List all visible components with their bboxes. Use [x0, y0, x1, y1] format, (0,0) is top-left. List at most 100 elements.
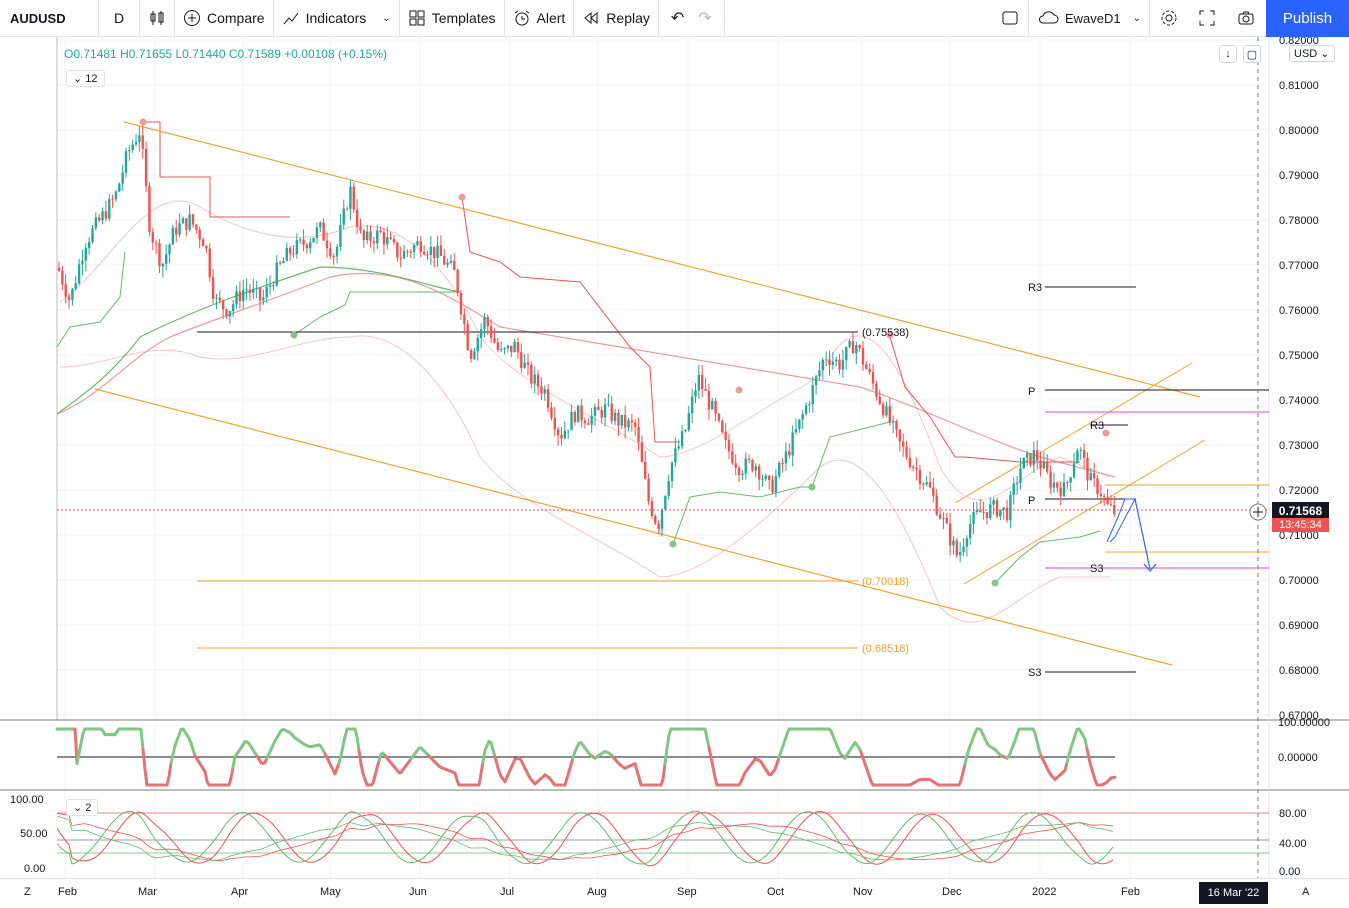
candle-body [902, 441, 905, 447]
time-axis[interactable]: Z Feb Mar Apr May Jun Jul Aug Sep Oct No… [0, 878, 1349, 908]
candle-body [500, 349, 503, 351]
stochastic-pane [56, 810, 1269, 867]
settings-button[interactable] [1150, 0, 1188, 37]
candle-body [396, 242, 399, 258]
auto-scale-button[interactable]: A [1302, 886, 1310, 898]
fullscreen-toggle[interactable] [992, 0, 1028, 37]
download-button[interactable]: ↓ [1219, 45, 1237, 63]
projection-arrow [1106, 498, 1157, 572]
candle-body [382, 232, 386, 245]
divider [139, 0, 140, 37]
undo-icon[interactable]: ↶ [670, 10, 685, 27]
price-tick: 0.78000 [1279, 215, 1319, 227]
symbol-search[interactable]: AUDUSD [10, 10, 66, 26]
candle-body [533, 374, 536, 384]
candle-body [881, 403, 885, 416]
candle-body [483, 317, 486, 330]
redo-icon[interactable]: ↷ [698, 10, 712, 27]
compare-label: Compare [207, 10, 265, 26]
maximize-pane-button[interactable]: ▢ [1243, 45, 1261, 63]
candle-body [851, 341, 855, 354]
chart-canvas[interactable]: 0.82000 0.81000 0.80000 0.79000 0.78000 0.770… [0, 37, 1349, 878]
candle-body [161, 263, 165, 267]
osc-segment [167, 761, 173, 779]
ohlc-legend: O0.71481 H0.71655 L0.71440 C0.71589 +0.0… [64, 47, 387, 61]
zoom-reset-button[interactable]: Z [24, 886, 31, 898]
candle-body [888, 406, 891, 423]
candle-body [623, 414, 627, 428]
candle-body [835, 359, 838, 362]
candle-body [865, 364, 868, 369]
candle-body [871, 371, 875, 384]
candle-body [453, 261, 456, 270]
candle-body [77, 264, 81, 284]
osc-segment [341, 735, 347, 748]
candle-body [1082, 450, 1086, 458]
candle-body [891, 420, 895, 423]
candle-body [275, 262, 278, 286]
candle-body [925, 482, 928, 485]
candle-body [972, 511, 975, 524]
candle-body [660, 509, 664, 529]
candle-body [754, 466, 757, 471]
alert-button[interactable]: Alert [505, 0, 574, 37]
price-tick: 0.69000 [1279, 620, 1319, 632]
pivot-r3-label: R3 [1028, 282, 1042, 294]
price-crosshair-button[interactable] [1249, 503, 1267, 521]
candle-body [982, 512, 985, 514]
candle-body [510, 345, 513, 353]
fib-high-label: (0.75538) [862, 327, 909, 339]
interval-button[interactable]: D [113, 10, 125, 26]
candle-body [81, 260, 84, 265]
stoch-collapse-toggle[interactable]: ⌄ 2 [66, 799, 99, 816]
snapshot-button[interactable] [1226, 0, 1266, 37]
price-axis[interactable]: 0.82000 0.81000 0.80000 0.79000 0.78000 0.770… [1279, 37, 1319, 722]
candle-body [302, 239, 305, 245]
expand-button[interactable] [1188, 0, 1226, 37]
layout-button[interactable]: EwaveD1 ⌄ [1029, 0, 1149, 37]
currency-label: USD [1294, 48, 1318, 60]
candle-body [221, 300, 225, 310]
time-label: Mar [138, 886, 157, 898]
candle-body [768, 475, 771, 481]
chevron-down-icon[interactable]: ⌄ [1132, 12, 1141, 24]
candle-body [252, 288, 255, 293]
candle-body [218, 297, 221, 301]
candle-body [1029, 453, 1032, 466]
candle-body [781, 463, 784, 465]
candle-body [811, 385, 814, 405]
candle-body [657, 523, 660, 529]
indicators-collapse-toggle[interactable]: ⌄ 12 [66, 70, 105, 87]
chart-type-button[interactable] [140, 0, 174, 37]
compare-button[interactable]: Compare [175, 0, 273, 37]
indicators-button[interactable]: Indicators ⌄ [274, 0, 399, 37]
candle-body [761, 479, 764, 481]
stoch-tick: 80.00 [1279, 808, 1307, 820]
candle-body [282, 260, 285, 264]
candle-body [493, 338, 496, 343]
close-value: C0.71589 [228, 47, 281, 61]
candle-body [778, 463, 781, 477]
candle-body [372, 241, 376, 244]
candle-body [185, 218, 188, 230]
replay-button[interactable]: Replay [574, 0, 658, 37]
camera-icon [1238, 11, 1254, 25]
candle-body [1092, 473, 1096, 479]
candle-body [412, 245, 416, 253]
publish-button[interactable]: Publish [1266, 0, 1349, 37]
candle-body [285, 248, 288, 261]
candle-body [694, 390, 697, 397]
time-label: Jun [409, 886, 427, 898]
candle-body [342, 208, 345, 225]
candle-body [962, 546, 965, 553]
chevron-down-icon[interactable]: ⌄ [382, 12, 391, 24]
candle-body [935, 495, 938, 515]
templates-button[interactable]: Templates [400, 0, 504, 37]
divider [723, 0, 725, 37]
candle-body [1103, 496, 1106, 498]
candle-body [928, 482, 932, 488]
candle-body [288, 248, 292, 254]
candle-body [1106, 497, 1109, 505]
currency-select[interactable]: USD ⌄ [1289, 45, 1335, 62]
candle-body [503, 348, 506, 350]
